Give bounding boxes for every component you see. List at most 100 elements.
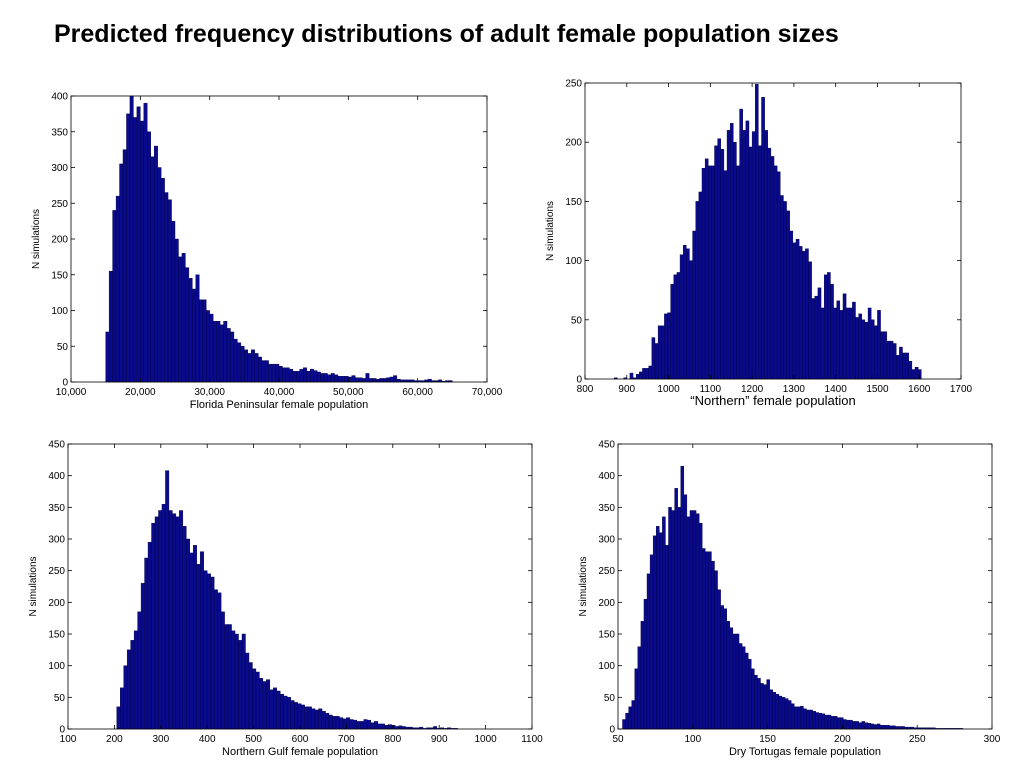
histogram-bar [230,331,235,383]
histogram-bar [396,378,401,383]
y-tick-label: 150 [565,197,582,208]
y-tick-label: 100 [51,306,68,317]
histogram-bar [899,346,903,380]
histogram-bar [858,313,862,380]
histogram-bar [219,324,224,383]
histogram-bar [368,378,373,383]
histogram-bar [210,576,215,730]
histogram-bar [686,248,690,380]
histogram-bar [867,307,872,380]
histogram-bar [889,340,894,380]
x-tick-label: 200 [106,734,123,745]
histogram-bar [226,328,231,383]
histogram-bar [199,299,203,383]
histogram-bar [786,210,790,380]
histogram-bar [391,725,396,730]
y-axis-label: N simulations [31,209,42,269]
histogram-bar [773,165,778,380]
histogram-bar [289,368,294,383]
x-tick-label: 1500 [866,384,889,395]
histogram-bar [676,272,681,380]
histogram-bar [285,367,290,383]
y-tick-label: 150 [51,270,68,281]
histogram-bar [314,709,319,730]
histogram-bar [377,723,382,730]
y-tick-label: 0 [59,725,65,736]
histogram-bar [355,377,359,383]
histogram-bar [717,138,721,380]
histogram-bar [760,683,764,730]
histogram-bar [689,510,694,730]
y-tick-label: 100 [48,661,65,672]
histogram-bar [794,706,798,730]
histogram-bar [667,312,671,380]
y-tick-label: 0 [576,375,582,386]
histogram-bar [335,716,340,730]
histogram-bar [741,646,746,730]
histogram-bar [172,513,177,730]
histogram-bar [692,230,696,380]
histogram-bar [811,298,815,380]
histogram-bar [144,557,149,730]
histogram-bar [261,360,266,383]
axes-box [584,82,962,380]
y-tick-label: 100 [565,256,582,267]
y-tick-label: 450 [48,440,65,451]
histogram-bar [237,342,242,383]
histogram-bar [283,695,288,730]
histogram-bar [168,510,173,730]
histogram-bar [830,284,834,380]
histogram-bar [119,163,124,383]
y-tick-label: 200 [51,235,68,246]
histogram-bar [154,516,159,730]
histogram-bar [384,725,389,730]
histogram-bar [271,363,276,383]
histogram-bar [353,719,358,730]
histogram-bar [306,371,311,383]
histogram-bar [861,721,865,730]
histogram-bar [275,363,280,383]
histogram-dry-tortugas: 50 100 150 200 250 30005010015020025030035040… [578,440,1001,759]
histogram-bar [679,254,684,380]
histogram-bar [231,630,236,730]
x-tick-label: 100 [60,734,77,745]
histogram-bar [143,102,148,383]
histogram-bar [656,526,660,730]
histogram-bar [178,256,183,383]
x-tick-label: 800 [577,384,594,395]
histogram-bar [202,299,207,383]
x-tick-label: 10,000 [56,387,87,398]
histogram-bar [820,307,825,380]
histogram-bar [643,598,648,730]
histogram-bar [780,195,784,380]
histogram-bar [754,674,758,730]
histogram-bar [372,378,377,383]
histogram-bar [223,321,228,383]
histogram-bar [708,551,712,730]
histogram-bar [427,378,432,383]
histogram-bar [908,361,913,380]
histogram-bar [827,714,832,730]
histogram-bar [307,706,312,730]
y-tick-label: 250 [565,79,582,90]
histogram-bar [105,331,110,383]
histogram-bar [248,662,253,730]
y-tick-label: 400 [598,471,615,482]
histogram-bar [787,700,792,730]
bars [622,465,964,730]
histogram-bar [889,725,893,730]
x-tick-label: 60,000 [402,387,433,398]
histogram-bar [258,356,262,383]
x-axis-label: Northern Gulf female population [222,746,378,758]
histogram-bar [386,377,391,383]
histogram-bar [294,702,298,730]
histogram-bar [766,679,770,730]
histogram-bar [311,708,316,730]
histogram-bar [723,170,728,380]
histogram-bar [182,526,187,730]
histogram-bar [220,611,225,730]
histogram-bar [130,640,135,730]
histogram-bar [622,719,626,730]
histogram-bar [255,671,260,730]
x-tick-label: 1300 [783,384,806,395]
